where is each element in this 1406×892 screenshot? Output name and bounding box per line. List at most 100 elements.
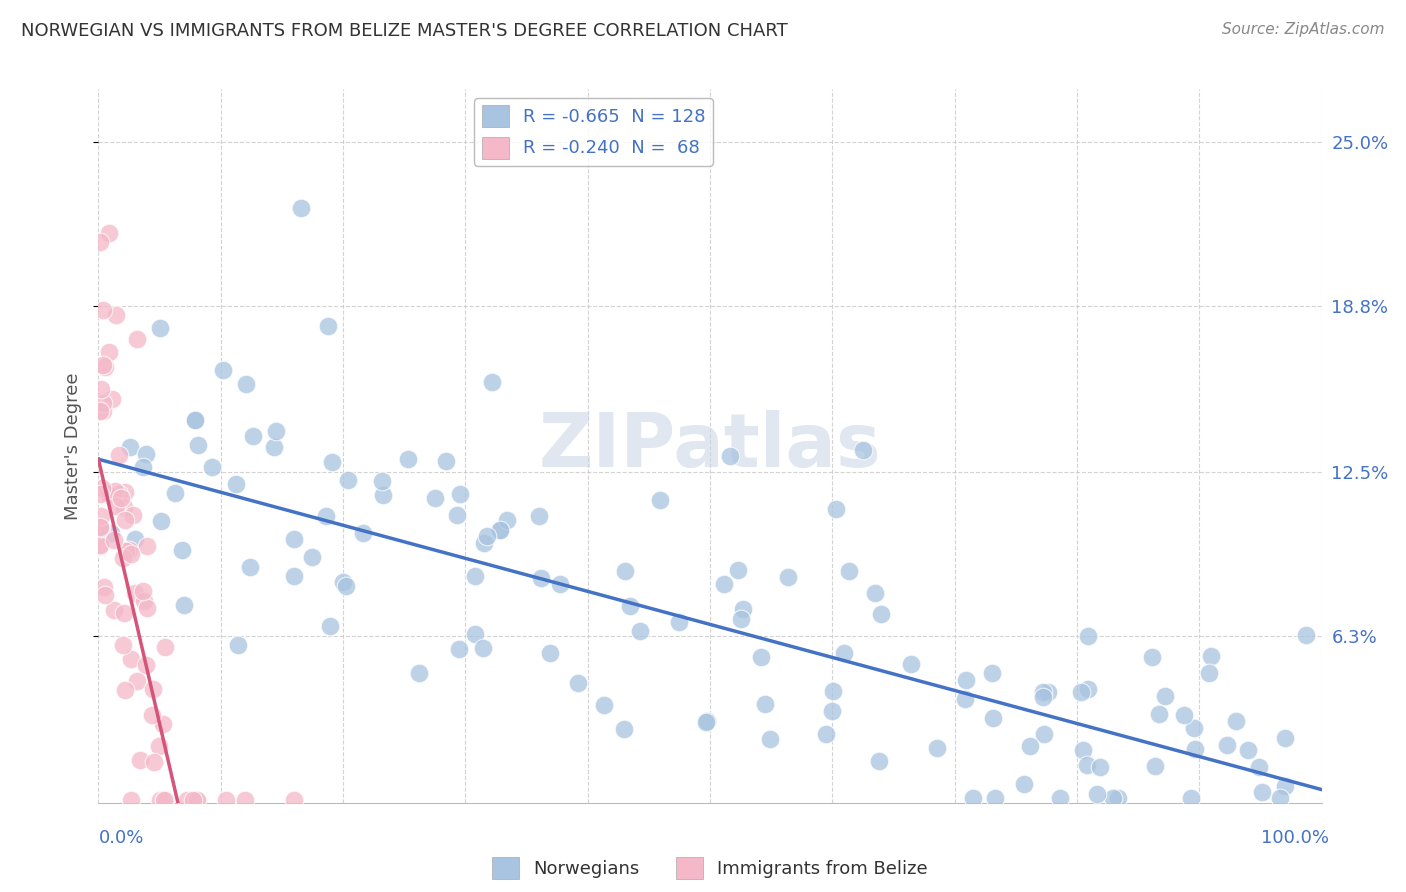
Point bbox=[1182, 721, 1205, 735]
Point bbox=[134, 594, 156, 608]
Point bbox=[155, 793, 177, 807]
Point bbox=[301, 549, 323, 564]
Point bbox=[105, 500, 128, 514]
Point bbox=[628, 624, 651, 638]
Text: 100.0%: 100.0% bbox=[1261, 829, 1329, 847]
Point bbox=[118, 440, 141, 454]
Point bbox=[1085, 787, 1108, 801]
Point bbox=[97, 488, 120, 502]
Point bbox=[115, 544, 138, 558]
Point bbox=[1180, 790, 1202, 805]
Point bbox=[225, 477, 247, 491]
Point bbox=[1147, 706, 1170, 721]
Point bbox=[186, 793, 208, 807]
Point bbox=[695, 714, 717, 729]
Point bbox=[749, 649, 772, 664]
Point bbox=[1295, 628, 1317, 642]
Point bbox=[89, 520, 111, 534]
Point bbox=[142, 682, 165, 697]
Point bbox=[759, 731, 782, 746]
Point bbox=[754, 698, 776, 712]
Point bbox=[821, 704, 844, 718]
Point bbox=[865, 586, 887, 600]
Point bbox=[1070, 685, 1092, 699]
Point bbox=[396, 452, 419, 467]
Point bbox=[135, 658, 157, 673]
Point bbox=[105, 309, 128, 323]
Point bbox=[89, 486, 111, 500]
Point bbox=[619, 599, 641, 613]
Point bbox=[141, 708, 163, 723]
Point bbox=[668, 615, 690, 629]
Point bbox=[538, 647, 561, 661]
Point bbox=[127, 331, 149, 345]
Point bbox=[962, 790, 984, 805]
Point bbox=[264, 424, 287, 438]
Point bbox=[593, 698, 616, 712]
Point bbox=[332, 574, 354, 589]
Point bbox=[173, 598, 195, 612]
Point bbox=[93, 580, 115, 594]
Point bbox=[1237, 743, 1260, 757]
Point bbox=[89, 404, 111, 418]
Point bbox=[103, 603, 125, 617]
Point bbox=[89, 538, 111, 552]
Point bbox=[89, 518, 111, 533]
Point bbox=[93, 396, 115, 410]
Point bbox=[489, 523, 512, 537]
Point bbox=[868, 754, 890, 768]
Point bbox=[114, 683, 136, 698]
Point bbox=[155, 640, 177, 655]
Point bbox=[371, 488, 394, 502]
Legend: Norwegians, Immigrants from Belize: Norwegians, Immigrants from Belize bbox=[485, 850, 935, 887]
Point bbox=[290, 202, 312, 216]
Point bbox=[1143, 758, 1166, 772]
Point bbox=[1019, 739, 1042, 754]
Point bbox=[212, 363, 235, 377]
Point bbox=[446, 508, 468, 523]
Point bbox=[120, 548, 142, 562]
Point bbox=[1198, 666, 1220, 681]
Point bbox=[336, 473, 359, 487]
Y-axis label: Master's Degree: Master's Degree bbox=[63, 372, 82, 520]
Text: NORWEGIAN VS IMMIGRANTS FROM BELIZE MASTER'S DEGREE CORRELATION CHART: NORWEGIAN VS IMMIGRANTS FROM BELIZE MAST… bbox=[21, 22, 787, 40]
Point bbox=[550, 576, 572, 591]
Point bbox=[1154, 689, 1177, 703]
Point bbox=[981, 711, 1004, 725]
Point bbox=[150, 514, 173, 528]
Point bbox=[176, 793, 198, 807]
Point bbox=[315, 508, 337, 523]
Point bbox=[107, 487, 129, 501]
Point bbox=[1032, 690, 1054, 705]
Point bbox=[449, 487, 471, 501]
Point bbox=[135, 447, 157, 461]
Point bbox=[1274, 731, 1296, 746]
Point bbox=[776, 570, 799, 584]
Point bbox=[94, 588, 117, 602]
Point bbox=[1077, 681, 1099, 696]
Point bbox=[489, 523, 512, 537]
Point bbox=[111, 638, 134, 652]
Point bbox=[613, 722, 636, 736]
Point bbox=[98, 226, 121, 240]
Point bbox=[1268, 790, 1291, 805]
Point bbox=[148, 739, 170, 753]
Point bbox=[447, 642, 470, 657]
Point bbox=[283, 568, 305, 582]
Point bbox=[181, 793, 204, 807]
Point bbox=[201, 459, 224, 474]
Point bbox=[496, 513, 519, 527]
Point bbox=[1032, 685, 1054, 699]
Point bbox=[94, 360, 117, 375]
Point bbox=[371, 475, 394, 489]
Point bbox=[122, 508, 145, 522]
Point bbox=[527, 508, 550, 523]
Point bbox=[814, 727, 837, 741]
Point bbox=[149, 793, 172, 807]
Point bbox=[869, 607, 891, 621]
Point bbox=[316, 318, 339, 333]
Point bbox=[567, 676, 589, 690]
Point bbox=[118, 543, 141, 558]
Point bbox=[239, 560, 262, 574]
Point bbox=[186, 793, 208, 807]
